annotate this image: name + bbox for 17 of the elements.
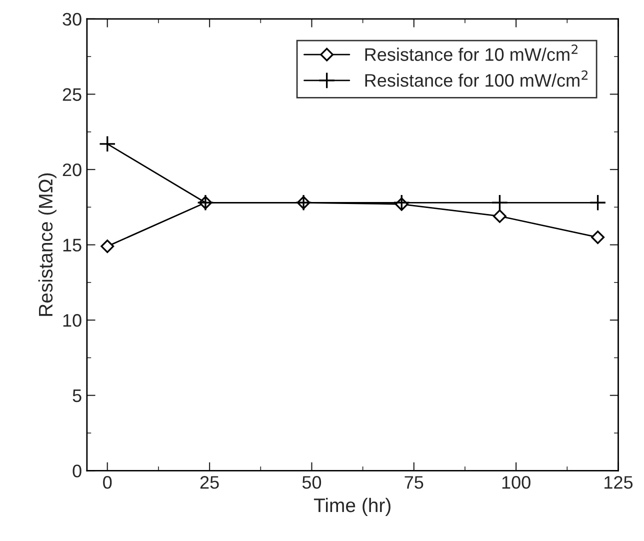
legend-label: Resistance for 100 mW/cm$^{2}$ bbox=[365, 70, 588, 87]
y-tick-label: 0 bbox=[72, 464, 82, 478]
x-tick-label: 100 bbox=[502, 476, 530, 489]
x-tick-label: 0 bbox=[103, 476, 112, 489]
y-tick-label: 10 bbox=[63, 314, 82, 327]
x-tick-label: 125 bbox=[604, 476, 633, 489]
y-axis-title: Resistance (MΩ) bbox=[38, 173, 56, 316]
x-axis-title: Time (hr) bbox=[314, 498, 390, 516]
y-tick-label: 30 bbox=[62, 12, 82, 26]
y-tick-label: 15 bbox=[63, 238, 82, 252]
y-tick-label: 5 bbox=[72, 390, 82, 402]
y-tick-label: 20 bbox=[62, 163, 82, 176]
x-tick-label: 25 bbox=[200, 476, 219, 489]
x-tick-label: 50 bbox=[302, 476, 322, 489]
legend-label: Resistance for 10 mW/cm$^{2}$ bbox=[365, 44, 578, 61]
x-tick-label: 75 bbox=[404, 476, 424, 489]
y-tick-label: 25 bbox=[62, 88, 82, 101]
